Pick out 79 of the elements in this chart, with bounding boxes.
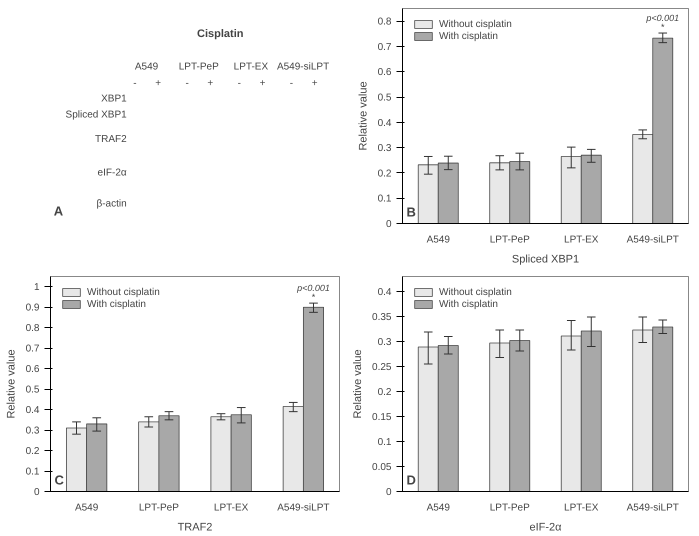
text: - (133, 78, 137, 89)
x-tick-label: LPT-EX (564, 502, 599, 514)
y-tick-label: 0.1 (378, 437, 392, 448)
y-tick-label: 1 (34, 282, 40, 294)
y-tick-label: 0.05 (372, 462, 392, 473)
text: - (238, 78, 241, 89)
legend-label: With cisplatin (87, 298, 146, 310)
text: A (54, 204, 64, 219)
x-tick-label: LPT-EX (564, 234, 599, 246)
category-label: LPT-EX (234, 62, 268, 73)
annotation: * (661, 22, 666, 32)
y-tick-label: 0 (386, 487, 392, 498)
y-tick-label: 0.4 (378, 287, 392, 298)
y-tick-label: 0.25 (372, 362, 392, 373)
y-tick-label: 0.3 (26, 426, 40, 437)
legend-label: With cisplatin (439, 30, 498, 42)
category-label: Spliced XBP1 (66, 110, 127, 121)
text: - (185, 78, 189, 89)
y-tick-label: 0.2 (26, 446, 40, 458)
y-tick-label: 0.2 (378, 168, 392, 180)
x-tick-label: A549 (426, 502, 450, 514)
y-tick-label: 0.15 (372, 412, 392, 423)
category-label: XBP1 (101, 94, 127, 105)
legend-label: Without cisplatin (87, 286, 160, 298)
category-label: A549-siLPT (276, 62, 330, 73)
x-tick-label: A549-siLPT (626, 234, 679, 246)
text: + (207, 78, 214, 89)
x-tick-label: A549-siLPT (626, 502, 679, 514)
legend-label: Without cisplatin (439, 18, 512, 30)
category-label: LPT-PeP (178, 62, 220, 73)
y-tick-label: 0.8 (378, 16, 392, 28)
y-tick-label: 0 (34, 487, 40, 498)
annotation: p<0.001 (296, 283, 330, 294)
annotation: C (54, 472, 64, 488)
y-tick-label: 0.6 (378, 67, 392, 78)
y-tick-label: 0.1 (378, 194, 392, 205)
y-tick-label: 0.3 (378, 337, 392, 348)
y-tick-label: 0.1 (26, 466, 40, 478)
x-axis-title: TRAF2 (178, 522, 212, 534)
text: + (312, 78, 318, 89)
y-axis-title: Relative value (358, 81, 370, 151)
y-axis-title: Relative value (352, 349, 364, 419)
y-tick-label: 0.3 (378, 143, 392, 154)
x-tick-label: LPT-PeP (490, 234, 530, 246)
y-tick-label: 0.9 (26, 302, 40, 314)
y-tick-label: 0.2 (378, 387, 392, 398)
x-tick-label: LPT-EX (214, 502, 249, 514)
y-tick-label: 0.4 (26, 405, 40, 416)
category-label: β-actin (96, 198, 127, 210)
y-tick-label: 0 (386, 219, 392, 230)
annotation: p<0.001 (645, 13, 680, 24)
y-tick-label: 0.8 (26, 323, 40, 334)
category-label: TRAF2 (95, 134, 127, 145)
y-tick-label: 0.5 (26, 384, 40, 396)
x-tick-label: LPT-PeP (490, 502, 530, 514)
annotation: D (406, 472, 416, 488)
y-tick-label: 0.4 (378, 118, 392, 129)
y-tick-label: 0.5 (378, 92, 392, 104)
y-tick-label: 0.35 (372, 312, 392, 323)
y-tick-label: 0.7 (26, 344, 40, 355)
y-axis-title: Relative value (6, 349, 18, 419)
x-tick-label: LPT-PeP (138, 502, 180, 514)
category-label: A549 (134, 62, 159, 73)
legend-label: With cisplatin (439, 298, 498, 310)
annotation: * (312, 292, 316, 302)
annotation: B (406, 204, 416, 220)
legend-label: Without cisplatin (439, 286, 512, 298)
x-tick-label: A549-siLPT (277, 502, 330, 514)
text: - (290, 78, 294, 89)
x-axis-title: eIF-2α (529, 522, 562, 534)
y-tick-label: 0.7 (378, 42, 392, 53)
category-label: eIF-2α (98, 167, 127, 178)
x-tick-label: A549 (426, 234, 450, 246)
x-axis-title: Spliced XBP1 (512, 254, 580, 266)
x-tick-label: A549 (74, 502, 99, 514)
y-tick-label: 0.6 (26, 364, 40, 376)
text: + (155, 78, 162, 89)
text: Cisplatin (197, 28, 244, 40)
text: + (260, 78, 266, 89)
